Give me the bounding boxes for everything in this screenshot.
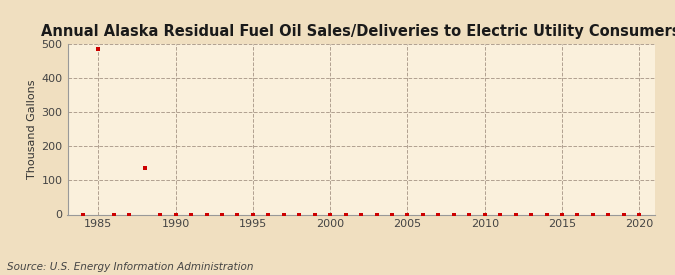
Point <box>263 212 274 217</box>
Point <box>279 212 290 217</box>
Y-axis label: Thousand Gallons: Thousand Gallons <box>28 79 37 179</box>
Point <box>495 212 506 217</box>
Point <box>541 212 552 217</box>
Point <box>603 212 614 217</box>
Text: Source: U.S. Energy Information Administration: Source: U.S. Energy Information Administ… <box>7 262 253 272</box>
Point <box>309 212 320 217</box>
Point <box>217 212 227 217</box>
Point <box>526 212 537 217</box>
Point <box>618 212 629 217</box>
Point <box>294 212 304 217</box>
Point <box>418 212 429 217</box>
Point <box>510 212 521 217</box>
Title: Annual Alaska Residual Fuel Oil Sales/Deliveries to Electric Utility Consumers: Annual Alaska Residual Fuel Oil Sales/De… <box>41 24 675 39</box>
Point <box>109 212 119 217</box>
Point <box>356 212 367 217</box>
Point <box>248 212 259 217</box>
Point <box>572 212 583 217</box>
Point <box>634 212 645 217</box>
Point <box>78 212 88 217</box>
Point <box>433 212 443 217</box>
Point <box>371 212 382 217</box>
Point <box>448 212 459 217</box>
Point <box>124 212 135 217</box>
Point <box>155 212 165 217</box>
Point <box>402 212 413 217</box>
Point <box>139 166 150 170</box>
Point <box>557 212 568 217</box>
Point <box>170 212 181 217</box>
Point <box>587 212 598 217</box>
Point <box>479 212 490 217</box>
Point <box>464 212 475 217</box>
Point <box>93 47 104 52</box>
Point <box>325 212 335 217</box>
Point <box>201 212 212 217</box>
Point <box>186 212 196 217</box>
Point <box>340 212 351 217</box>
Point <box>232 212 243 217</box>
Point <box>387 212 398 217</box>
